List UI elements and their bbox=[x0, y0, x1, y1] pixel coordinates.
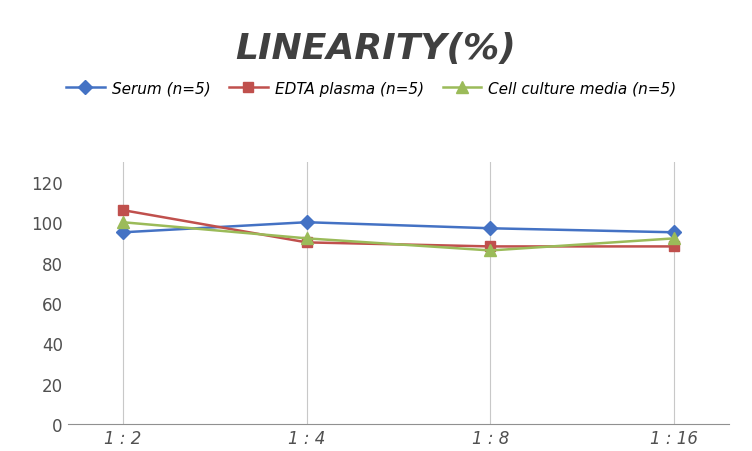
Line: Serum (n=5): Serum (n=5) bbox=[118, 218, 679, 238]
Cell culture media (n=5) bbox=[670, 236, 679, 242]
Cell culture media (n=5) bbox=[486, 248, 495, 253]
Legend: Serum (n=5), EDTA plasma (n=5), Cell culture media (n=5): Serum (n=5), EDTA plasma (n=5), Cell cul… bbox=[60, 75, 683, 102]
Serum (n=5) bbox=[118, 230, 127, 235]
EDTA plasma (n=5) bbox=[118, 208, 127, 213]
Serum (n=5) bbox=[670, 230, 679, 235]
EDTA plasma (n=5) bbox=[670, 244, 679, 249]
Line: Cell culture media (n=5): Cell culture media (n=5) bbox=[117, 217, 680, 257]
EDTA plasma (n=5) bbox=[302, 240, 311, 245]
Serum (n=5) bbox=[486, 226, 495, 231]
Cell culture media (n=5) bbox=[118, 220, 127, 226]
Text: LINEARITY(%): LINEARITY(%) bbox=[235, 32, 517, 65]
Line: EDTA plasma (n=5): EDTA plasma (n=5) bbox=[118, 206, 679, 252]
Cell culture media (n=5) bbox=[302, 236, 311, 242]
Serum (n=5) bbox=[302, 220, 311, 226]
EDTA plasma (n=5) bbox=[486, 244, 495, 249]
